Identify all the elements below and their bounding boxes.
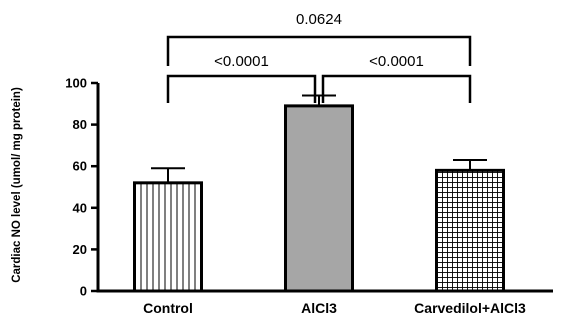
y-axis: 0 20 40 60 80 100 bbox=[65, 76, 100, 299]
bar-carvedilol-alcl3 bbox=[435, 168, 505, 293]
y-tick-label: 20 bbox=[73, 242, 87, 257]
bar-control bbox=[133, 181, 203, 293]
x-category-label: Carvedilol+AlCl3 bbox=[414, 300, 526, 316]
y-tick-label: 40 bbox=[73, 200, 87, 215]
bar-alcl3 bbox=[284, 104, 354, 293]
y-axis-title: Cardiac NO level (umol/ mg protein) bbox=[11, 87, 23, 283]
y-tick-label: 100 bbox=[65, 76, 87, 91]
significance-bracket bbox=[166, 74, 317, 103]
x-category-label: Control bbox=[143, 300, 193, 316]
error-bars bbox=[151, 94, 487, 183]
x-axis: Control AlCl3 Carvedilol+AlCl3 bbox=[96, 289, 553, 316]
y-tick-label: 60 bbox=[73, 159, 87, 174]
y-tick-label: 0 bbox=[80, 284, 87, 299]
significance-bracket bbox=[321, 74, 472, 103]
x-category-label: AlCl3 bbox=[301, 300, 337, 316]
significance-label: <0.0001 bbox=[369, 53, 424, 70]
y-tick-label: 80 bbox=[73, 117, 87, 132]
significance-label: <0.0001 bbox=[214, 53, 269, 70]
significance-bracket bbox=[166, 35, 472, 66]
bars bbox=[133, 104, 505, 293]
significance-label: 0.0624 bbox=[296, 11, 342, 28]
significance-brackets: <0.0001 <0.0001 0.0624 bbox=[166, 11, 472, 103]
